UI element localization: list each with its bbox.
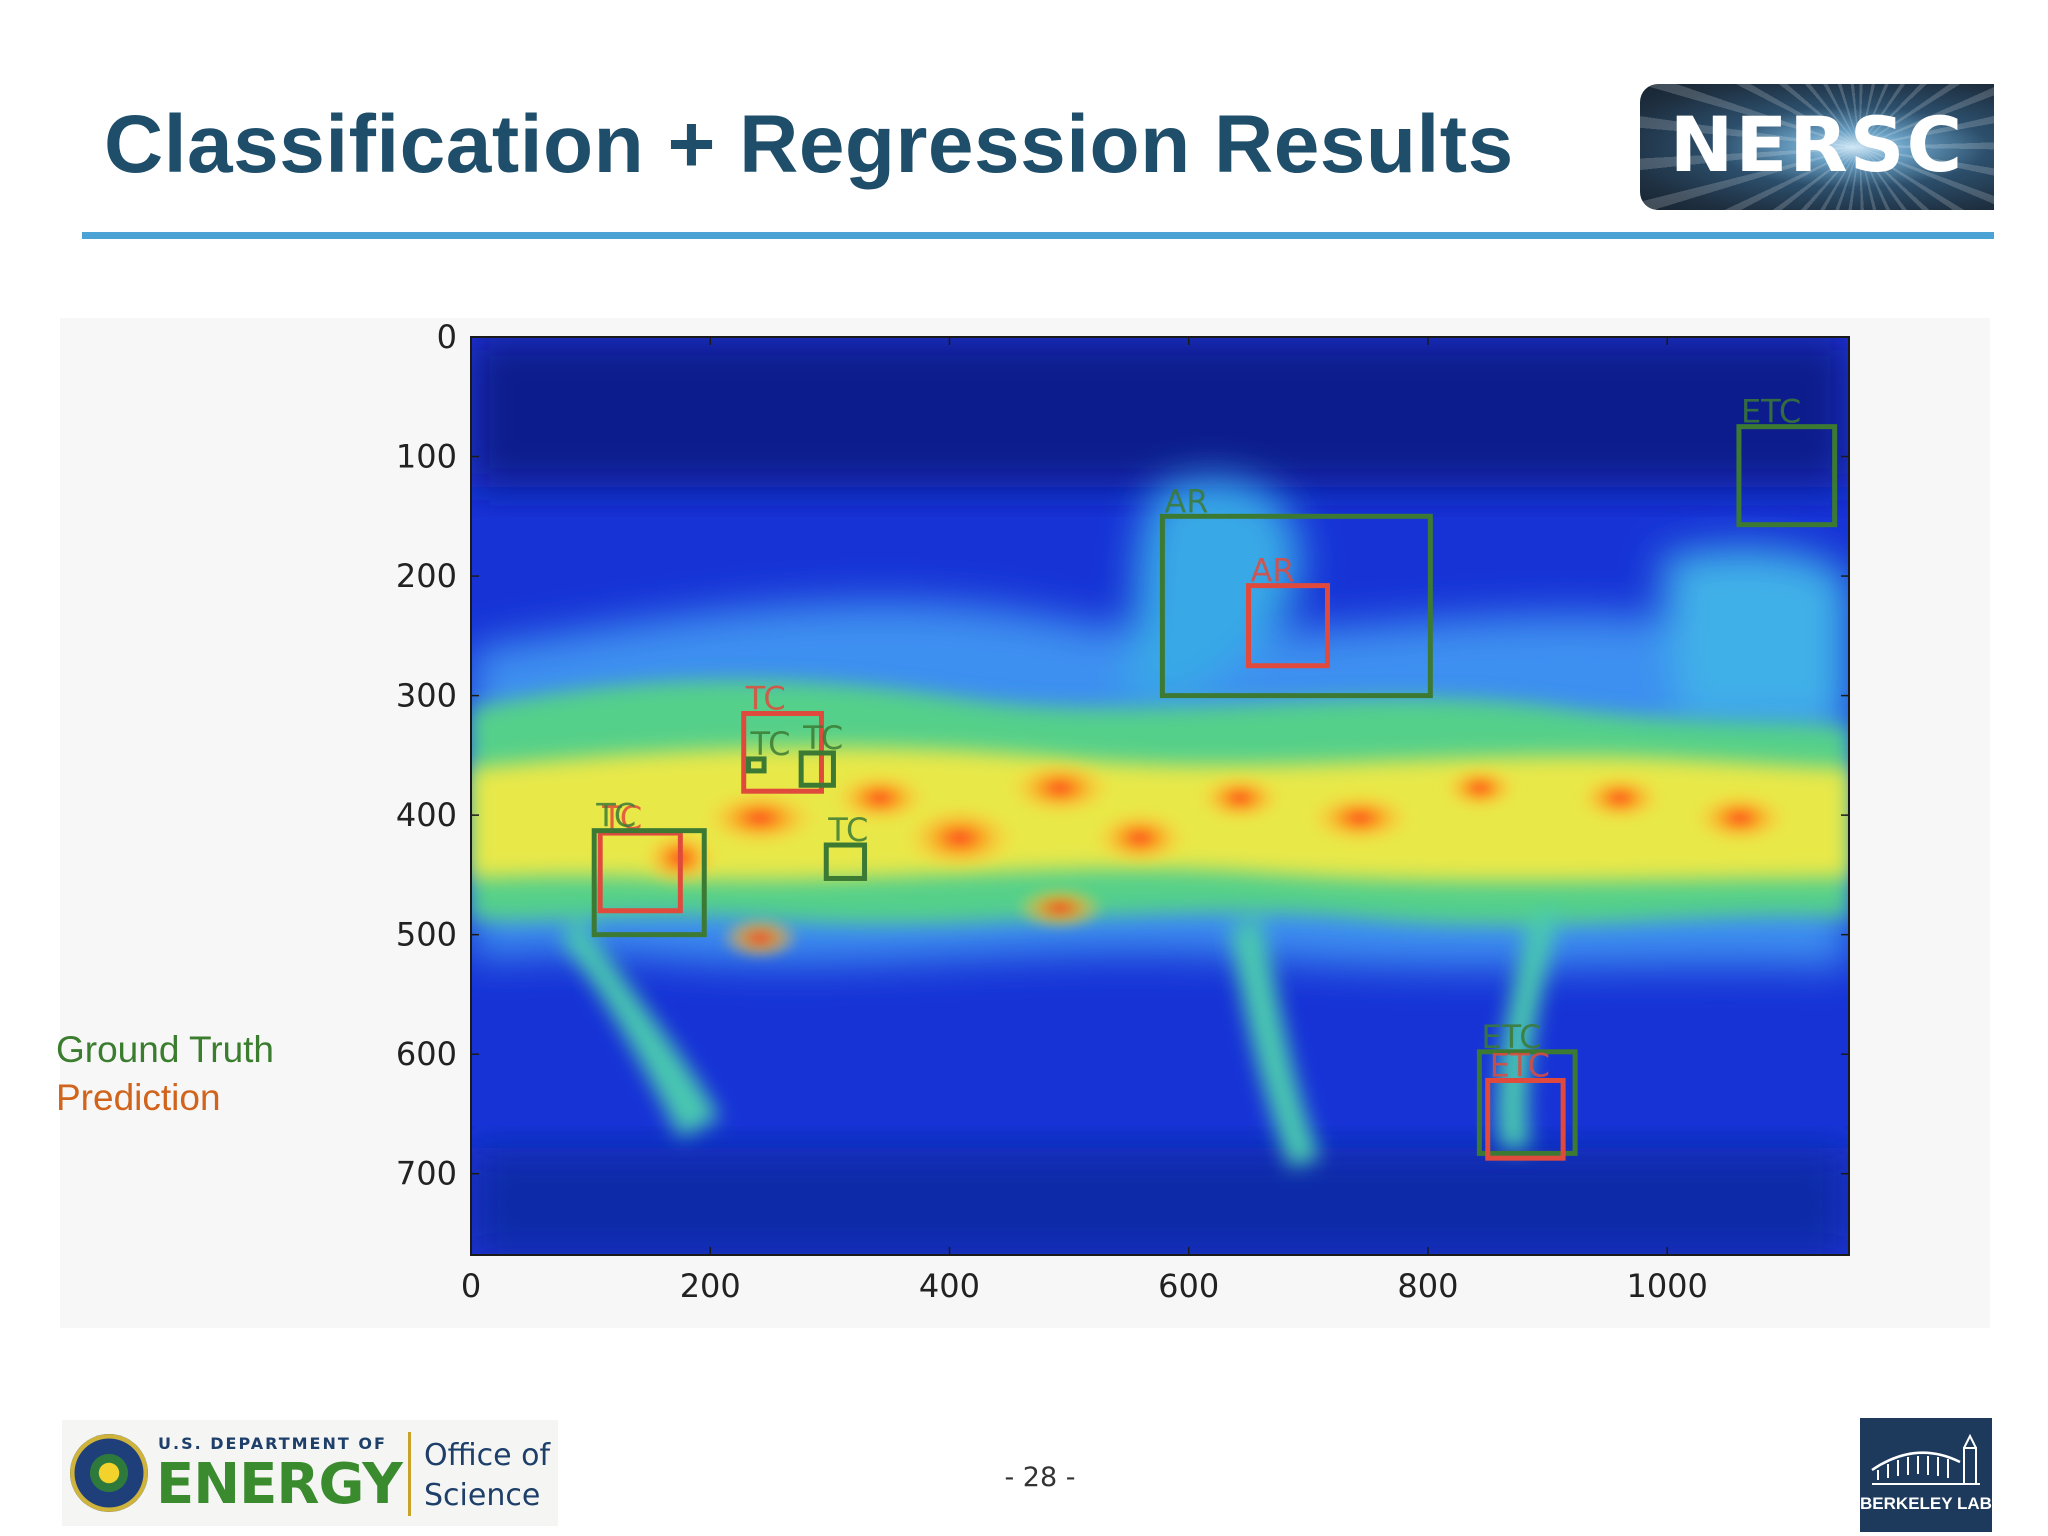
plot-frame [470, 336, 1850, 1256]
ground-truth-box [823, 842, 868, 881]
ground-truth-box [1736, 424, 1838, 528]
y-tick-label: 700 [396, 1155, 457, 1193]
office-line-1: Office of [424, 1438, 551, 1473]
x-tick-label: 400 [919, 1267, 980, 1305]
box-label: TC [745, 680, 786, 718]
y-tick-label: 0 [437, 318, 457, 356]
x-tick-label: 600 [1158, 1267, 1219, 1305]
y-tick-label: 600 [396, 1035, 457, 1073]
office-of-science-text: Office of Science [424, 1436, 550, 1516]
prediction-box [1485, 1077, 1566, 1161]
doe-energy-text: ENERGY [156, 1452, 403, 1517]
box-label: TC [750, 725, 791, 763]
box-label: ETC [1490, 1046, 1550, 1084]
ground-truth-box [798, 750, 836, 788]
slide-title: Classification + Regression Results [104, 99, 1514, 190]
doe-logo-divider [408, 1432, 411, 1516]
nersc-logo-rays [1640, 84, 1994, 210]
water-vapor-heatmap [471, 337, 1849, 1255]
x-tick-label: 800 [1397, 1267, 1458, 1305]
doe-seal-icon [70, 1434, 148, 1512]
climate-detection-figure: 0 200 400 600 800 1000 0 100 200 300 400 500 600 700… [60, 318, 1990, 1328]
box-label: AR [1164, 482, 1208, 520]
box-label: AR [1251, 552, 1295, 590]
y-tick-label: 500 [396, 916, 457, 954]
detection-plot: 0 200 400 600 800 1000 0 100 200 300 400 500 600 700… [396, 318, 1850, 1305]
page-number: - 28 - [1004, 1462, 1076, 1493]
box-label: ETC [1481, 1018, 1541, 1056]
prediction-box [1246, 583, 1330, 669]
title-divider [82, 232, 1994, 239]
box-label: TC [827, 811, 868, 849]
nersc-logo: NERSC [1640, 84, 1994, 210]
doe-department-text: U.S. DEPARTMENT OF [158, 1434, 387, 1453]
berkeley-lab-building-icon [1871, 1433, 1980, 1485]
box-label: TC [595, 797, 636, 835]
ground-truth-box [591, 828, 707, 938]
x-axis: 0 200 400 600 800 1000 [461, 337, 1708, 1305]
y-tick-label: 400 [396, 796, 457, 834]
berkeley-lab-text: BERKELEY LAB [1860, 1494, 1992, 1513]
x-tick-label: 0 [461, 1267, 481, 1305]
x-tick-label: 200 [680, 1267, 741, 1305]
legend-ground-truth: Ground Truth [56, 1029, 275, 1070]
ground-truth-box [746, 756, 767, 774]
nersc-logo-text: NERSC [1669, 100, 1965, 189]
y-axis: 0 100 200 300 400 500 600 700 [396, 318, 1849, 1193]
ground-truth-box [1476, 1049, 1578, 1156]
box-label: TC [802, 719, 843, 757]
ground-truth-box [1159, 513, 1433, 699]
berkeley-lab-logo: BERKELEY LAB [1860, 1418, 1992, 1532]
doe-office-of-science-logo: U.S. DEPARTMENT OF ENERGY Office of Scie… [62, 1420, 558, 1526]
x-tick-label: 1000 [1626, 1267, 1707, 1305]
office-line-2: Science [424, 1478, 541, 1513]
y-tick-label: 200 [396, 557, 457, 595]
legend-prediction: Prediction [56, 1077, 221, 1118]
y-tick-label: 100 [396, 438, 457, 476]
legend: Ground Truth Prediction [56, 1026, 274, 1122]
box-label: ETC [1741, 393, 1801, 431]
y-tick-label: 300 [396, 677, 457, 715]
